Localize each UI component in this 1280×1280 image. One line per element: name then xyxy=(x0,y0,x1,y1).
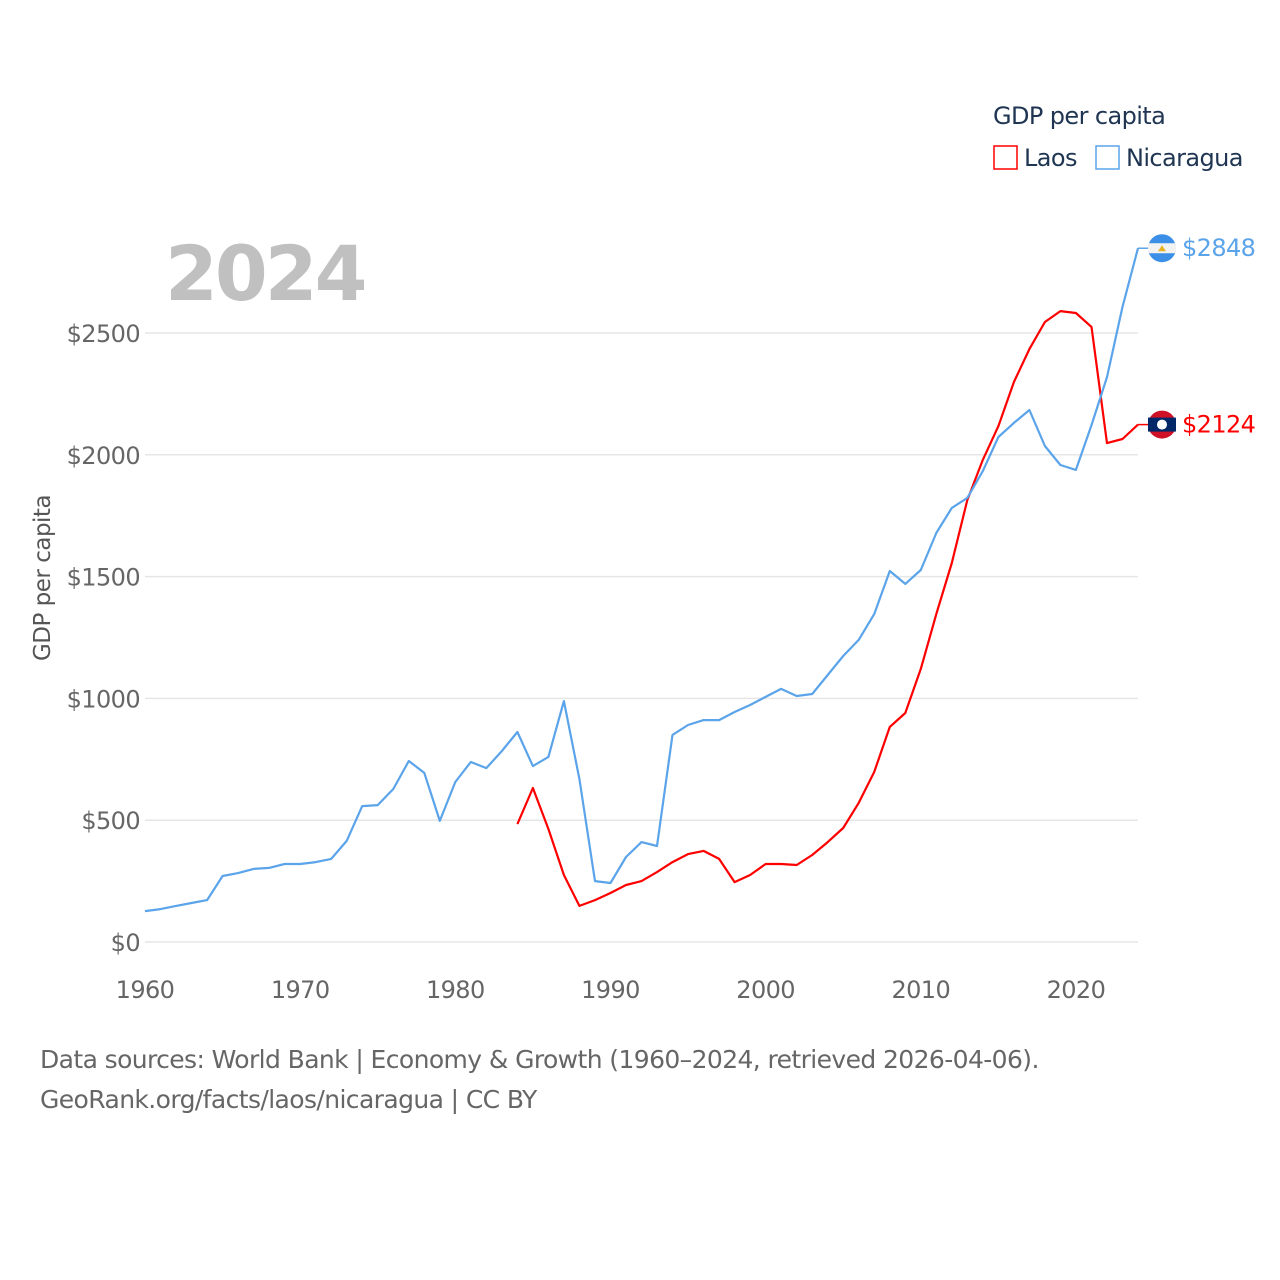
x-tick-label: 1980 xyxy=(426,976,485,1004)
legend: GDP per capita Laos Nicaragua xyxy=(993,102,1243,172)
flag-moon xyxy=(1157,419,1167,430)
flag-icon-laos xyxy=(1148,410,1176,439)
y-tick-label: $1500 xyxy=(67,564,140,592)
end-value-label-nicaragua: $2848 xyxy=(1182,234,1255,262)
legend-swatch-laos xyxy=(993,145,1018,170)
footer-sources: Data sources: World Bank | Economy & Gro… xyxy=(40,1045,1039,1074)
y-tick-label: $0 xyxy=(111,929,140,957)
end-value-label-laos: $2124 xyxy=(1182,411,1255,439)
x-axis-ticks: 1960 1970 1980 1990 2000 2010 2020 xyxy=(116,976,1106,1004)
gridlines xyxy=(145,332,1138,943)
legend-label-nicaragua[interactable]: Nicaragua xyxy=(1126,144,1243,172)
flag-emblem xyxy=(1158,245,1166,252)
footer-link[interactable]: GeoRank.org/facts/laos/nicaragua | CC BY xyxy=(40,1085,537,1114)
x-tick-label: 1990 xyxy=(581,976,640,1004)
legend-title: GDP per capita xyxy=(993,102,1165,130)
y-axis-label: GDP per capita xyxy=(30,495,56,661)
x-tick-label: 1970 xyxy=(271,976,330,1004)
series-line-laos xyxy=(516,310,1139,908)
y-tick-label: $500 xyxy=(81,807,140,835)
end-labels: $2124 $2848 xyxy=(1138,234,1256,439)
y-tick-label: $2500 xyxy=(67,320,140,348)
flag-icon-nicaragua xyxy=(1148,234,1176,263)
legend-label-laos[interactable]: Laos xyxy=(1024,144,1078,172)
series-lines xyxy=(144,247,1140,913)
x-tick-label: 2020 xyxy=(1047,976,1106,1004)
year-label: 2024 xyxy=(165,229,365,318)
legend-swatch-nicaragua xyxy=(1095,145,1120,170)
x-tick-label: 2010 xyxy=(891,976,950,1004)
y-axis-ticks: $0 $500 $1000 $1500 $2000 $2500 xyxy=(67,320,141,957)
x-tick-label: 1960 xyxy=(116,976,175,1004)
y-tick-label: $1000 xyxy=(67,685,140,713)
series-line-nicaragua xyxy=(144,247,1140,913)
x-tick-label: 2000 xyxy=(736,976,795,1004)
y-tick-label: $2000 xyxy=(67,442,140,470)
